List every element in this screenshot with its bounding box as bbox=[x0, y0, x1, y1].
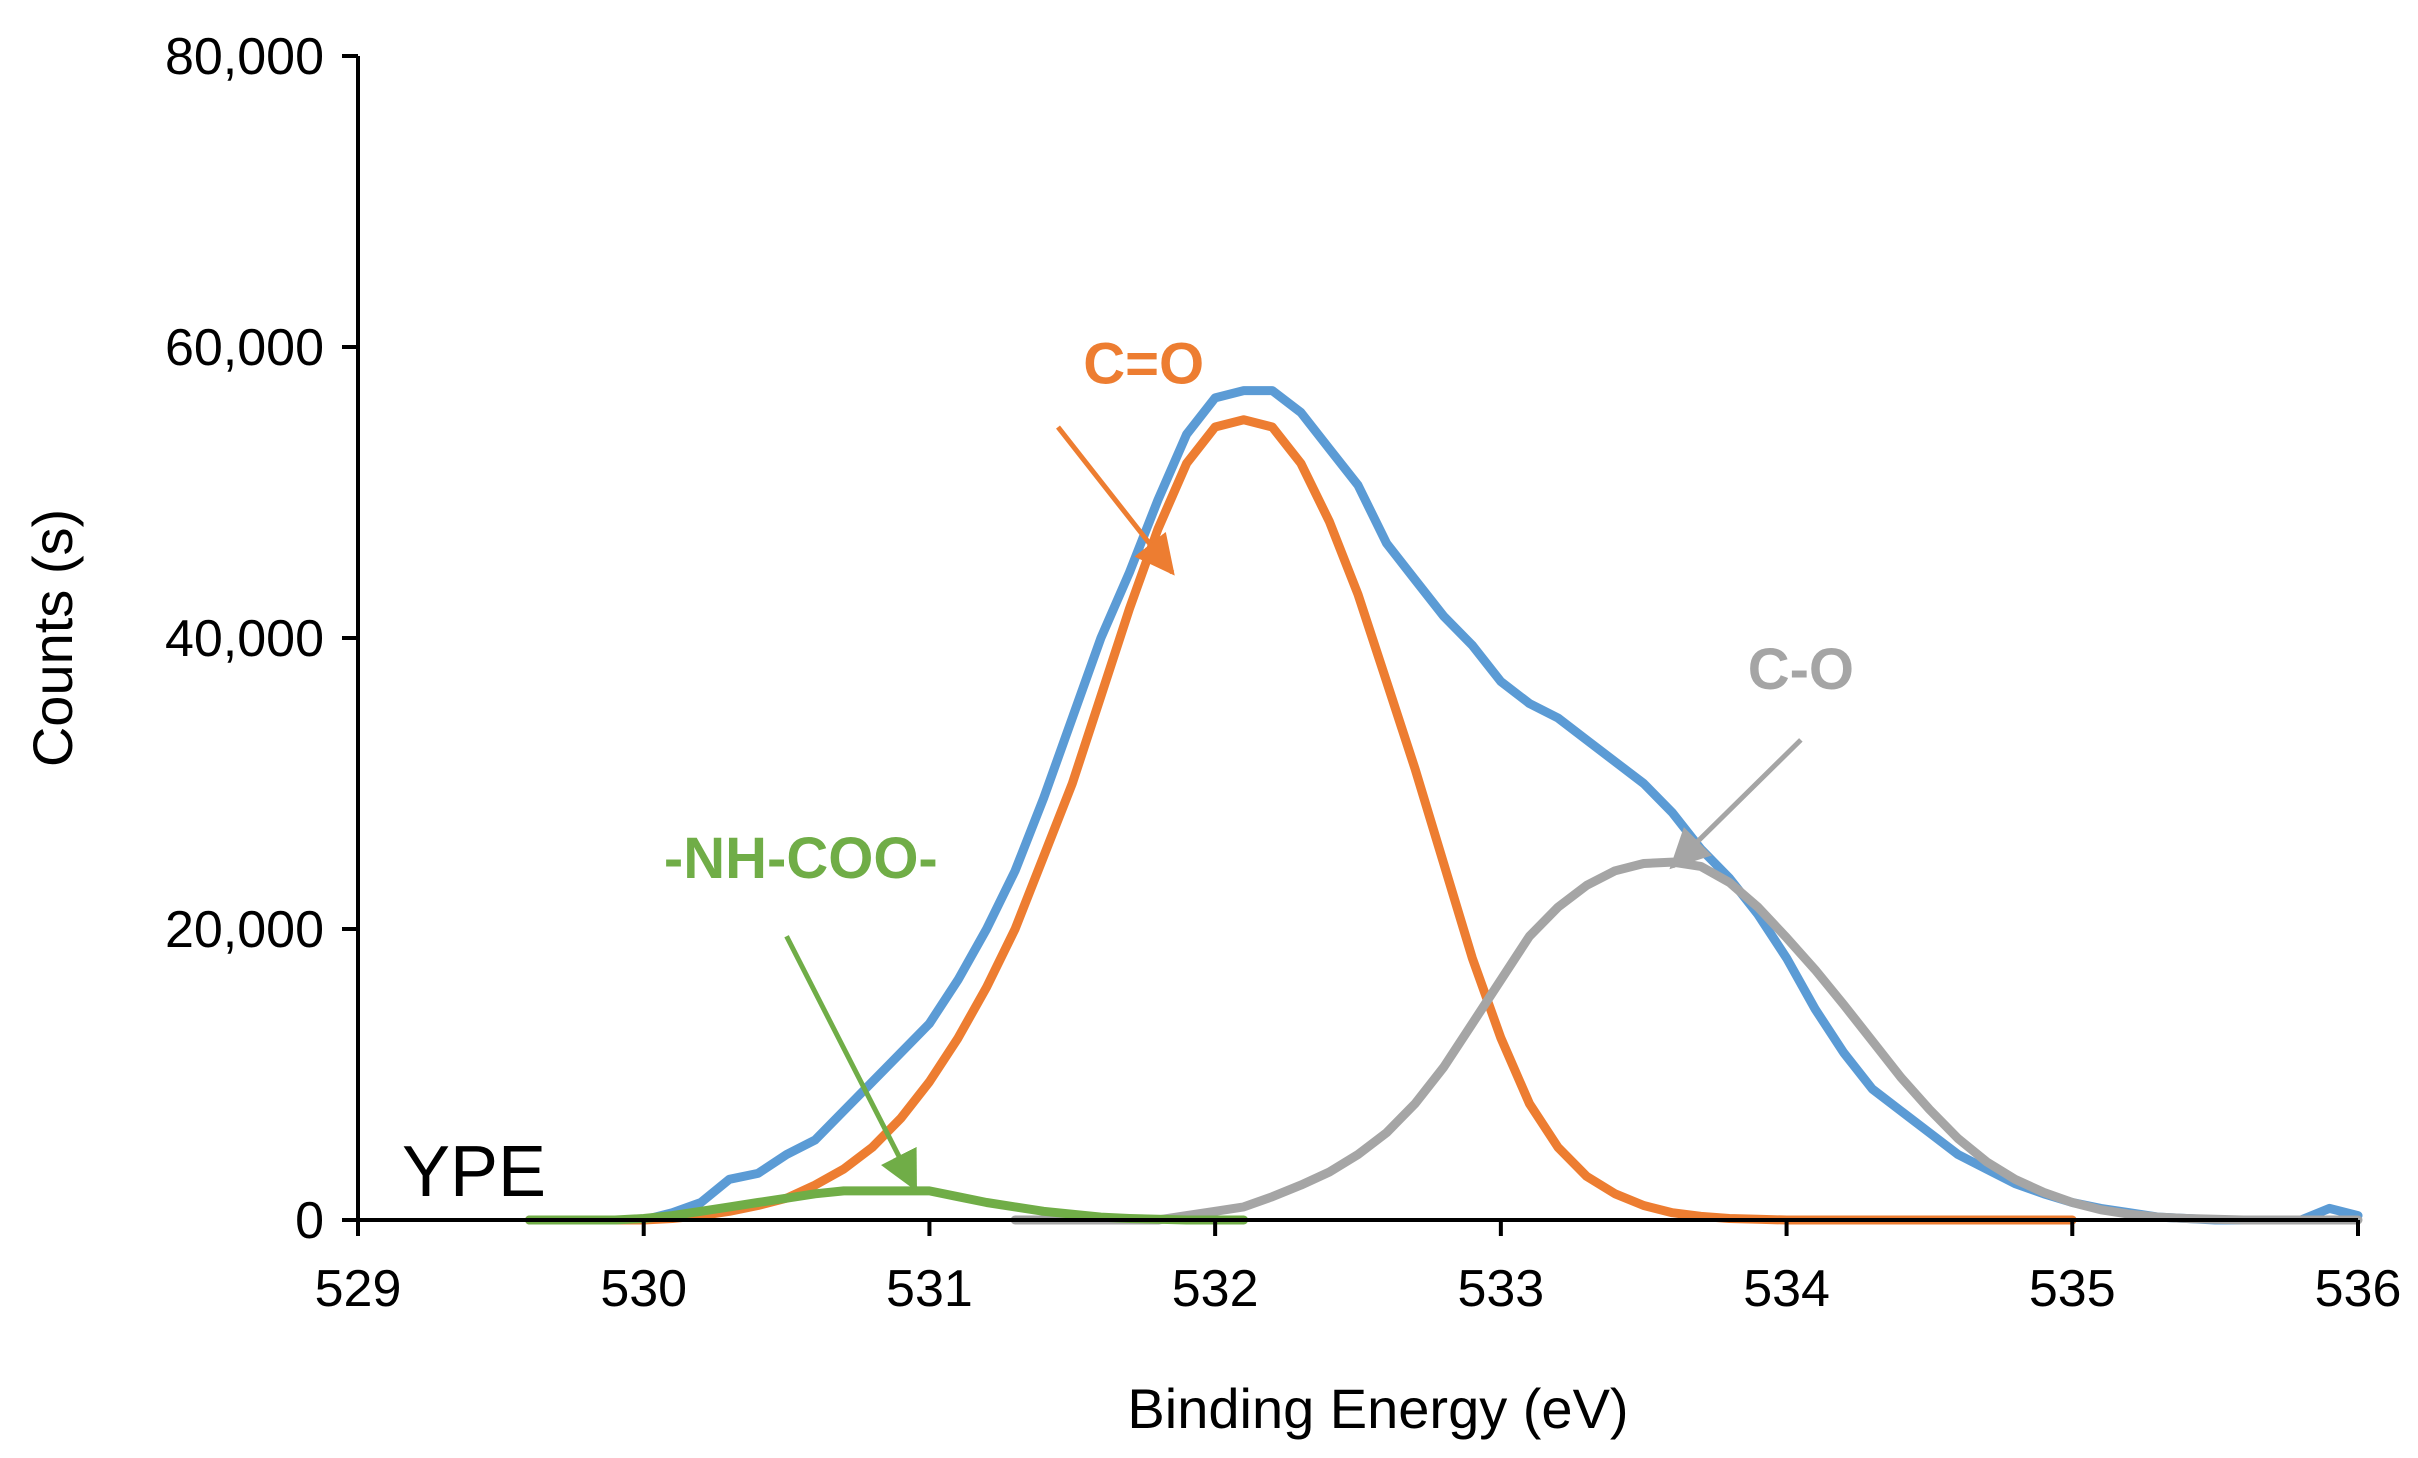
annotation-label: -NH-COO- bbox=[664, 826, 938, 891]
y-tick-label: 40,000 bbox=[165, 610, 324, 668]
y-tick-label: 80,000 bbox=[165, 28, 324, 86]
annotation-label: C=O bbox=[1083, 331, 1204, 396]
annotation-layer: YPE C=O C-O -NH-COO- bbox=[402, 331, 1854, 1212]
annotation-arrow bbox=[1669, 738, 1803, 870]
series-layer bbox=[524, 386, 2363, 1225]
series-line-c-o bbox=[1010, 857, 2363, 1225]
y-axis-title: Counts (s) bbox=[21, 509, 84, 767]
axes-layer: 0 20,000 40,000 60,000 80,000 529 530 531 532 533… bbox=[21, 28, 2401, 1440]
sample-label: YPE bbox=[402, 1132, 546, 1212]
annotation-label: C-O bbox=[1748, 637, 1854, 702]
series-line-envelope bbox=[524, 386, 2363, 1225]
y-tick-label: 0 bbox=[295, 1192, 324, 1250]
x-tick-label: 534 bbox=[1743, 1260, 1830, 1318]
x-tick-label: 535 bbox=[2029, 1260, 2116, 1318]
x-axis-title: Binding Energy (eV) bbox=[1127, 1377, 1628, 1440]
x-tick-label: 533 bbox=[1457, 1260, 1544, 1318]
annotation-arrow bbox=[1056, 425, 1175, 576]
y-tick-label: 20,000 bbox=[165, 901, 324, 959]
x-tick-label: 536 bbox=[2315, 1260, 2402, 1318]
y-tick-label: 60,000 bbox=[165, 319, 324, 377]
x-tick-label: 532 bbox=[1172, 1260, 1259, 1318]
x-tick-label: 531 bbox=[886, 1260, 973, 1318]
annotation-arrow bbox=[784, 935, 918, 1192]
x-tick-label: 530 bbox=[600, 1260, 687, 1318]
series-line-nh-coo bbox=[524, 1186, 1249, 1225]
series-line-c-o bbox=[524, 415, 2077, 1225]
x-tick-label: 529 bbox=[315, 1260, 402, 1318]
